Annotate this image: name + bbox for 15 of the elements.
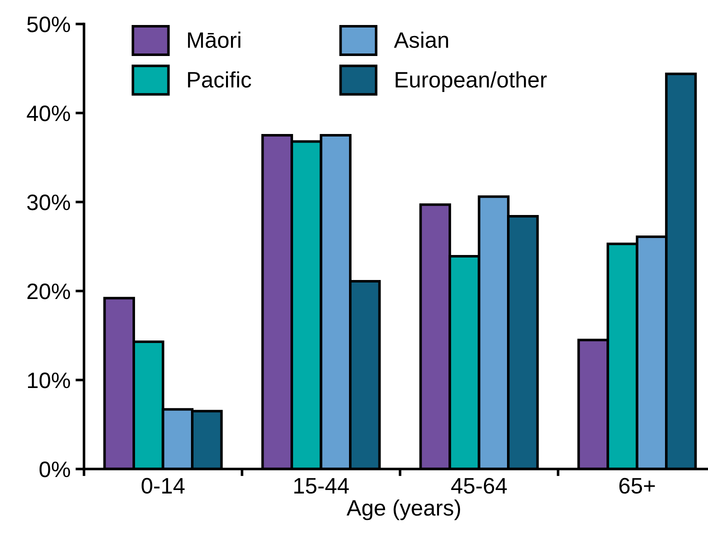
legend-label: European/other: [396, 71, 547, 92]
y-tick-label: 50%: [27, 16, 70, 32]
y-tick-label: 0%: [40, 462, 70, 478]
y-tick-label: 10%: [28, 372, 70, 388]
y-tick-label: 20%: [27, 284, 70, 300]
y-tick-label: 40%: [26, 106, 70, 122]
legend-label: Asian: [394, 32, 448, 48]
y-tick-label: 30%: [27, 194, 70, 210]
x-axis-title: Age (years): [346, 499, 460, 520]
legend-label: Māori: [188, 32, 240, 48]
x-tick-label: 15-44: [294, 478, 349, 494]
x-tick-label: 0-14: [142, 478, 185, 494]
x-tick-label: 65+: [619, 478, 655, 494]
x-tick-label: 45-64: [451, 478, 507, 494]
legend-label: Pacific: [188, 71, 252, 88]
